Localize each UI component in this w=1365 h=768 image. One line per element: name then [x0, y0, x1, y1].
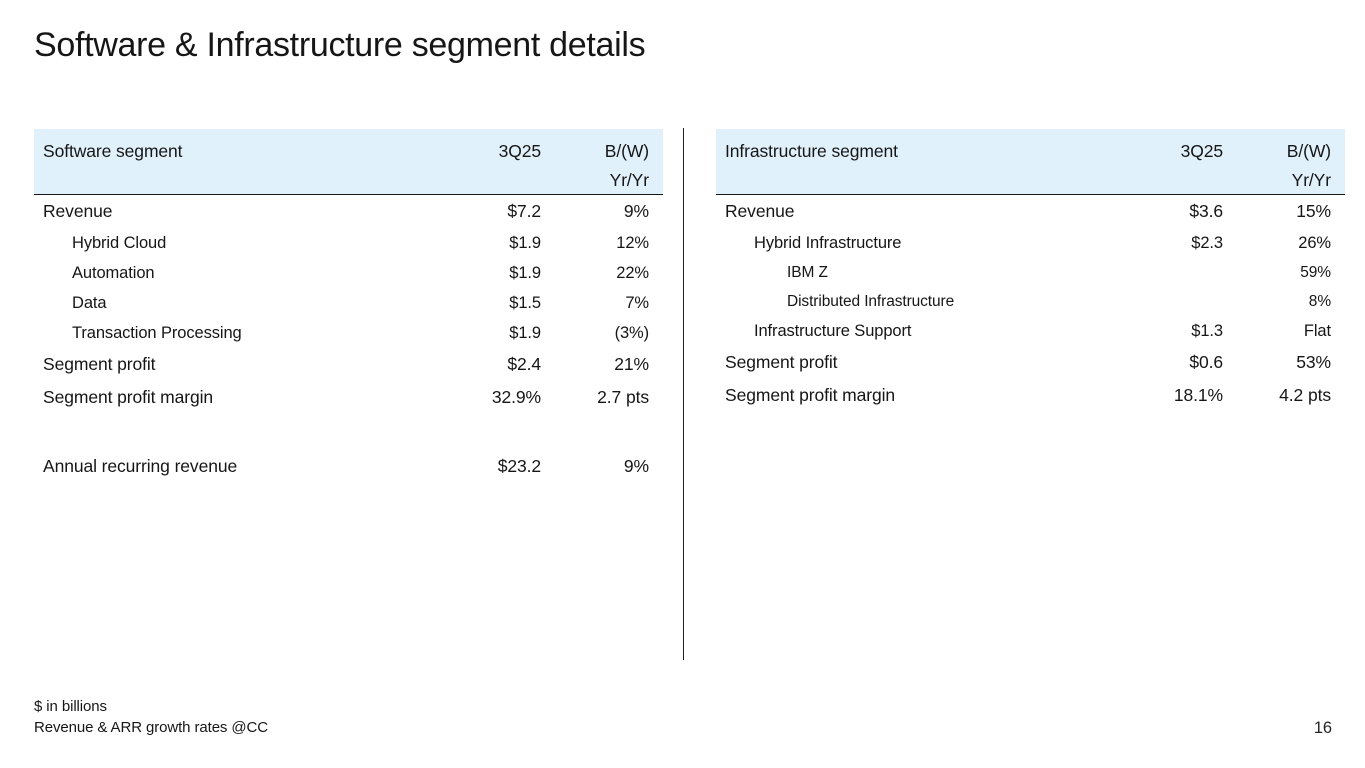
footnote-growth-basis: Revenue & ARR growth rates @CC	[34, 719, 268, 736]
row-label: Hybrid Cloud	[72, 233, 167, 252]
row-label: Data	[72, 293, 107, 312]
table-header-change-line2: Yr/Yr	[609, 170, 649, 190]
table-row: Segment profit margin 32.9% 2.7 pts	[34, 381, 663, 414]
table-header-label: Infrastructure segment	[725, 141, 898, 161]
page-title: Software & Infrastructure segment detail…	[34, 26, 646, 64]
row-change: 9%	[623, 456, 649, 476]
row-value: $0.6	[1189, 352, 1223, 372]
table-header-change: B/(W) Yr/Yr	[541, 137, 649, 195]
row-change: 2.7 pts	[597, 387, 649, 407]
row-value: $2.4	[507, 354, 541, 374]
row-label: Revenue	[43, 201, 113, 221]
software-table-header: Software segment 3Q25 B/(W) Yr/Yr	[34, 129, 663, 195]
row-change: Flat	[1303, 321, 1331, 340]
row-value: $1.5	[509, 293, 541, 312]
footnotes: $ in billions Revenue & ARR growth rates…	[34, 696, 268, 738]
footnote-units: $ in billions	[34, 698, 107, 715]
row-value: $1.9	[509, 233, 541, 252]
row-label: Revenue	[725, 201, 795, 221]
row-label: Automation	[72, 263, 155, 282]
row-value: 18.1%	[1173, 385, 1223, 405]
table-row: Distributed Infrastructure 8%	[716, 287, 1345, 316]
row-change: 26%	[1298, 233, 1331, 252]
software-segment-table: Software segment 3Q25 B/(W) Yr/Yr Revenu…	[34, 129, 663, 483]
table-header-change-line1: B/(W)	[604, 141, 649, 161]
table-header-period: 3Q25	[498, 141, 542, 161]
row-change: 21%	[614, 354, 649, 374]
row-change: 53%	[1296, 352, 1331, 372]
table-header-period: 3Q25	[1180, 141, 1224, 161]
row-label: Segment profit margin	[725, 385, 896, 405]
table-header-change-line2: Yr/Yr	[1291, 170, 1331, 190]
table-header-change-line1: B/(W)	[1286, 141, 1331, 161]
table-row: IBM Z 59%	[716, 258, 1345, 287]
row-value: $1.3	[1191, 321, 1223, 340]
infrastructure-segment-table: Infrastructure segment 3Q25 B/(W) Yr/Yr …	[716, 129, 1345, 412]
table-row: Revenue $7.2 9%	[34, 195, 663, 228]
table-row: Infrastructure Support $1.3 Flat	[716, 316, 1345, 346]
row-label: Hybrid Infrastructure	[754, 233, 902, 252]
table-row: Hybrid Cloud $1.9 12%	[34, 228, 663, 258]
table-row: Segment profit $2.4 21%	[34, 348, 663, 381]
row-label: Segment profit	[725, 352, 838, 372]
row-label: Segment profit margin	[43, 387, 214, 407]
page-number: 16	[1313, 719, 1332, 737]
row-change: 15%	[1296, 201, 1331, 221]
table-row: Annual recurring revenue $23.2 9%	[34, 450, 663, 483]
table-header-label: Software segment	[43, 141, 183, 161]
table-header-change: B/(W) Yr/Yr	[1223, 137, 1331, 195]
row-change: 22%	[616, 263, 649, 282]
row-value: $7.2	[507, 201, 541, 221]
table-row: Segment profit $0.6 53%	[716, 346, 1345, 379]
row-label: Distributed Infrastructure	[787, 292, 955, 310]
table-row: Automation $1.9 22%	[34, 258, 663, 288]
row-value: $1.9	[509, 323, 541, 342]
table-row: Data $1.5 7%	[34, 288, 663, 318]
row-label: IBM Z	[787, 263, 828, 281]
row-change: (3%)	[614, 323, 650, 342]
row-change: 4.2 pts	[1279, 385, 1331, 405]
row-change: 12%	[616, 233, 649, 252]
row-change: 59%	[1300, 263, 1331, 281]
table-row: Segment profit margin 18.1% 4.2 pts	[716, 379, 1345, 412]
vertical-divider	[683, 128, 684, 660]
row-value: 32.9%	[491, 387, 541, 407]
row-change: 8%	[1308, 292, 1331, 310]
row-label: Infrastructure Support	[754, 321, 912, 340]
infrastructure-table-header: Infrastructure segment 3Q25 B/(W) Yr/Yr	[716, 129, 1345, 195]
row-label: Annual recurring revenue	[43, 456, 238, 476]
row-change: 7%	[625, 293, 649, 312]
row-label: Segment profit	[43, 354, 156, 374]
table-row: Transaction Processing $1.9 (3%)	[34, 318, 663, 348]
row-change: 9%	[623, 201, 649, 221]
row-value: $3.6	[1189, 201, 1223, 221]
row-value: $1.9	[509, 263, 541, 282]
table-row: Hybrid Infrastructure $2.3 26%	[716, 228, 1345, 258]
table-row: Revenue $3.6 15%	[716, 195, 1345, 228]
row-value: $23.2	[497, 456, 541, 476]
row-label: Transaction Processing	[72, 323, 242, 342]
row-value: $2.3	[1191, 233, 1223, 252]
